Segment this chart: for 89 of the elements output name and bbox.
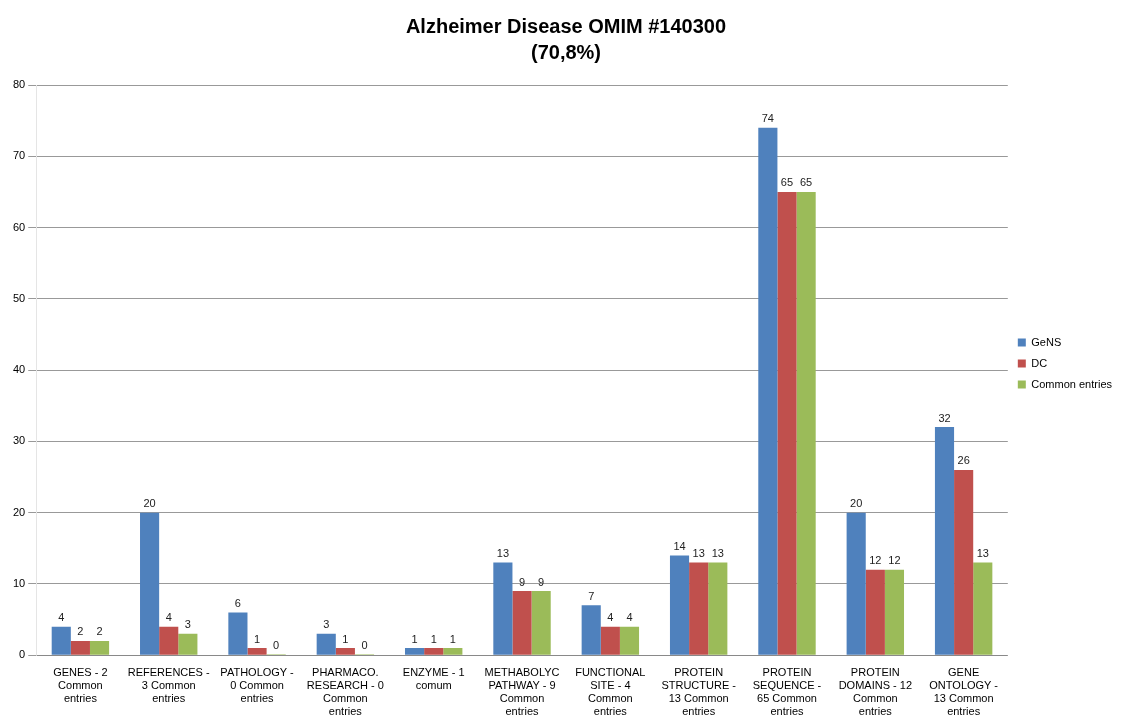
data-label: 3 [323,618,330,631]
data-label: 9 [518,575,526,588]
data-label: 1 [253,632,261,645]
x-tick-label: PROTEIN STRUCTURE - 13 Common entries [661,665,737,718]
bar [796,191,816,655]
data-label: 1 [430,632,437,645]
legend-label: DC [1031,356,1048,369]
x-tick-label: GENE ONTOLOGY - 13 Common entries [929,665,999,718]
data-label: 0 [361,638,368,651]
bar [178,633,198,655]
bar [70,640,90,655]
data-label: 13 [976,547,989,560]
data-label: 20 [850,497,863,510]
bar [89,640,110,655]
bar [600,626,620,655]
data-label: 12 [888,554,901,567]
data-label: 7 [588,589,595,602]
data-label: 4 [165,611,172,624]
data-label: 13 [711,547,724,560]
x-tick-label: ENZYME - 1 comum [402,665,465,692]
bar [758,127,778,655]
bar [884,569,905,655]
data-label: 65 [780,176,794,189]
bar [531,591,551,655]
bar [777,191,797,655]
bar [865,569,885,655]
data-label: 4 [58,611,65,624]
x-tick-label: FUNCTIONAL SITE - 4 Common entries [575,665,646,718]
bar [335,648,355,655]
bar [404,648,425,655]
bar [228,612,248,655]
data-label: 4 [607,611,614,624]
bar [424,648,444,655]
data-label: 1 [342,632,349,645]
x-tick-label: METHABOLYC PATHWAY - 9 Common entries [484,665,560,718]
bar [708,562,728,655]
chart-subtitle: (70,8%) [530,40,602,63]
x-tick-label: PROTEIN SEQUENCE - 65 Common entries [752,665,822,718]
data-label: 1 [411,632,418,645]
x-tick-label: PROTEIN DOMAINS - 12 Common entries [838,665,912,718]
data-label: 74 [761,112,774,125]
y-tick-label: 40 [12,363,26,376]
y-tick-label: 30 [12,434,26,447]
bar [493,562,513,655]
y-tick-label: 80 [12,78,26,91]
data-label: 12 [869,554,882,567]
bar [846,512,866,655]
y-tick-label: 60 [12,220,26,233]
data-label: 1 [449,632,456,645]
x-tick-label: GENES - 2 Common entries [53,665,108,705]
data-label: 20 [143,497,156,510]
bar [581,605,601,655]
bar [316,633,336,655]
y-tick-label: 50 [12,291,26,304]
x-tick-label: PATHOLOGY - 0 Common entries [220,665,295,705]
data-label: 0 [273,638,280,651]
data-label: 6 [234,596,241,609]
data-label: 2 [96,625,103,638]
bar [512,591,532,655]
data-label: 9 [538,575,545,588]
x-tick-label: REFERENCES - 3 Common entries [127,665,210,705]
legend-label: Common entries [1031,377,1113,390]
data-label: 3 [184,618,191,631]
bar [51,626,71,655]
data-label: 14 [673,539,686,552]
bar [689,562,709,655]
y-tick-label: 20 [12,505,26,518]
bar [247,648,267,655]
data-label: 26 [957,454,970,467]
bar [973,562,993,655]
bar [954,469,974,655]
chart-title: Alzheimer Disease OMIM #140300 [405,14,727,37]
data-label: 13 [692,547,705,560]
y-tick-label: 10 [12,576,26,589]
data-label: 2 [77,625,84,638]
bar [619,626,640,655]
y-tick-label: 70 [12,149,26,162]
y-tick-label: 0 [19,648,26,661]
bar [443,648,463,655]
data-label: 32 [938,411,951,424]
bar [140,512,160,655]
bar [934,427,955,655]
legend-label: GeNS [1031,335,1062,348]
x-tick-label: PHARMACO. RESEARCH - 0 Common entries [306,665,384,718]
data-label: 4 [626,611,633,624]
bar [159,626,179,655]
bar [669,555,690,655]
data-label: 65 [800,176,813,189]
data-label: 13 [496,547,510,560]
